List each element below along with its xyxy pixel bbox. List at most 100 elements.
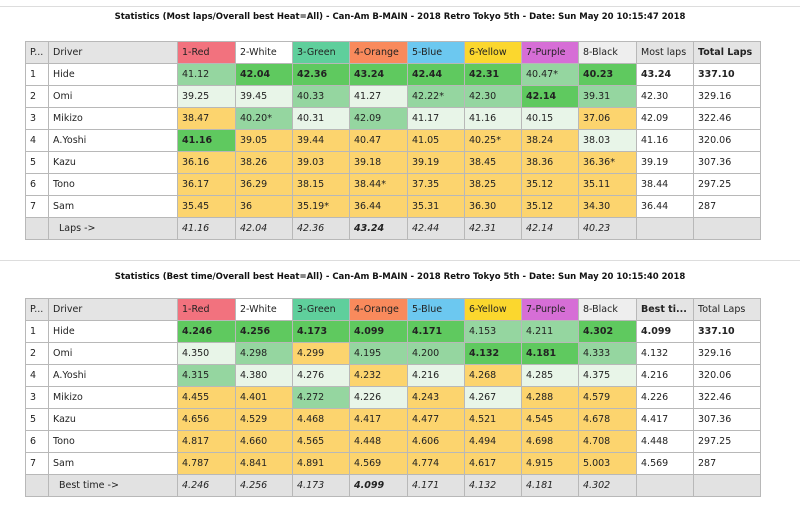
column-header: Driver <box>48 41 178 64</box>
table-row: 6 Tono 4.817 4.660 4.565 4.448 4.606 4.494 4.698… <box>25 430 761 453</box>
footer-label: Best time -> <box>48 474 178 497</box>
value-cell: 36 <box>235 195 293 218</box>
value-cell: 38.03 <box>578 129 637 152</box>
value-cell: 4.417 <box>349 408 408 431</box>
most-laps-table: P... Driver 1-Red 2-White 3-Green 4-Orange 5-B… <box>25 41 761 240</box>
value-cell: 36.44 <box>349 195 408 218</box>
table-row: 1 Hide 41.12 42.04 42.36 43.24 42.44 42.31 40.47… <box>25 63 761 86</box>
value-cell: 4.302 <box>578 320 637 343</box>
value-cell: 4.226 <box>349 386 408 409</box>
value-cell: 4.181 <box>521 342 579 365</box>
driver-cell: Tono <box>48 430 178 453</box>
total-cell: 320.06 <box>693 129 761 152</box>
value-cell: 4.315 <box>177 364 236 387</box>
position-cell: 1 <box>25 63 49 86</box>
value-cell: 4.494 <box>464 430 522 453</box>
value-cell: 4.276 <box>292 364 350 387</box>
footer-row: Laps -> 41.16 42.04 42.36 43.24 42.44 42.31 42.… <box>25 217 761 240</box>
best-cell: 4.216 <box>636 364 694 387</box>
value-cell: 4.678 <box>578 408 637 431</box>
value-cell: 38.15 <box>292 173 350 196</box>
position-cell: 5 <box>25 151 49 174</box>
value-cell: 42.31 <box>464 63 522 86</box>
footer-value: 41.16 <box>177 217 236 240</box>
column-header: P... <box>25 298 49 321</box>
value-cell: 34.30 <box>578 195 637 218</box>
footer-value: 4.181 <box>521 474 579 497</box>
column-header: Total Laps <box>693 298 761 321</box>
column-header: 8-Black <box>578 298 637 321</box>
table-row: 2 Omi 4.350 4.298 4.299 4.195 4.200 4.132 4.181 4… <box>25 342 761 365</box>
total-cell: 307.36 <box>693 151 761 174</box>
value-cell: 39.03 <box>292 151 350 174</box>
total-cell: 322.46 <box>693 386 761 409</box>
value-cell: 4.656 <box>177 408 236 431</box>
value-cell: 36.29 <box>235 173 293 196</box>
value-cell: 5.003 <box>578 452 637 475</box>
best-cell: 42.09 <box>636 107 694 130</box>
value-cell: 4.350 <box>177 342 236 365</box>
column-header: 3-Green <box>292 298 350 321</box>
value-cell: 39.05 <box>235 129 293 152</box>
column-header: Most laps <box>636 41 694 64</box>
value-cell: 4.171 <box>407 320 465 343</box>
value-cell: 4.200 <box>407 342 465 365</box>
driver-cell: A.Yoshi <box>48 364 178 387</box>
value-cell: 36.30 <box>464 195 522 218</box>
driver-cell: Sam <box>48 195 178 218</box>
header-row: P... Driver 1-Red 2-White 3-Green 4-Orange 5-B… <box>25 298 761 321</box>
value-cell: 40.20* <box>235 107 293 130</box>
value-cell: 42.44 <box>407 63 465 86</box>
driver-cell: Hide <box>48 63 178 86</box>
value-cell: 4.285 <box>521 364 579 387</box>
position-cell: 4 <box>25 364 49 387</box>
driver-cell: Tono <box>48 173 178 196</box>
value-cell: 4.569 <box>349 452 408 475</box>
total-cell: 287 <box>693 452 761 475</box>
value-cell: 35.11 <box>578 173 637 196</box>
value-cell: 38.36 <box>521 151 579 174</box>
best-cell: 4.417 <box>636 408 694 431</box>
best-cell: 4.099 <box>636 320 694 343</box>
best-cell: 4.448 <box>636 430 694 453</box>
best-cell: 4.569 <box>636 452 694 475</box>
empty-cell <box>636 474 694 497</box>
empty-cell <box>25 217 49 240</box>
column-header: 2-White <box>235 41 293 64</box>
table-row: 7 Sam 35.45 36 35.19* 36.44 35.31 36.30 35.12 34.… <box>25 195 761 218</box>
value-cell: 38.44* <box>349 173 408 196</box>
value-cell: 4.787 <box>177 452 236 475</box>
value-cell: 35.12 <box>521 173 579 196</box>
value-cell: 4.529 <box>235 408 293 431</box>
value-cell: 38.24 <box>521 129 579 152</box>
position-cell: 3 <box>25 107 49 130</box>
column-header: Best ti... <box>636 298 694 321</box>
position-cell: 5 <box>25 408 49 431</box>
value-cell: 35.45 <box>177 195 236 218</box>
value-cell: 40.25* <box>464 129 522 152</box>
value-cell: 4.521 <box>464 408 522 431</box>
footer-label: Laps -> <box>48 217 178 240</box>
footer-value: 4.173 <box>292 474 350 497</box>
table-row: 5 Kazu 4.656 4.529 4.468 4.417 4.477 4.521 4.545… <box>25 408 761 431</box>
value-cell: 4.891 <box>292 452 350 475</box>
value-cell: 4.243 <box>407 386 465 409</box>
value-cell: 4.401 <box>235 386 293 409</box>
driver-cell: Omi <box>48 85 178 108</box>
value-cell: 38.47 <box>177 107 236 130</box>
value-cell: 4.288 <box>521 386 579 409</box>
footer-value: 4.302 <box>578 474 637 497</box>
column-header: 1-Red <box>177 41 236 64</box>
value-cell: 4.817 <box>177 430 236 453</box>
table-row: 3 Mikizo 4.455 4.401 4.272 4.226 4.243 4.267 4.2… <box>25 386 761 409</box>
column-header: 4-Orange <box>349 298 408 321</box>
value-cell: 4.579 <box>578 386 637 409</box>
empty-cell <box>693 474 761 497</box>
value-cell: 39.19 <box>407 151 465 174</box>
value-cell: 4.698 <box>521 430 579 453</box>
value-cell: 36.36* <box>578 151 637 174</box>
value-cell: 4.099 <box>349 320 408 343</box>
footer-value: 42.04 <box>235 217 293 240</box>
footer-row: Best time -> 4.246 4.256 4.173 4.099 4.171 4.1… <box>25 474 761 497</box>
value-cell: 4.915 <box>521 452 579 475</box>
